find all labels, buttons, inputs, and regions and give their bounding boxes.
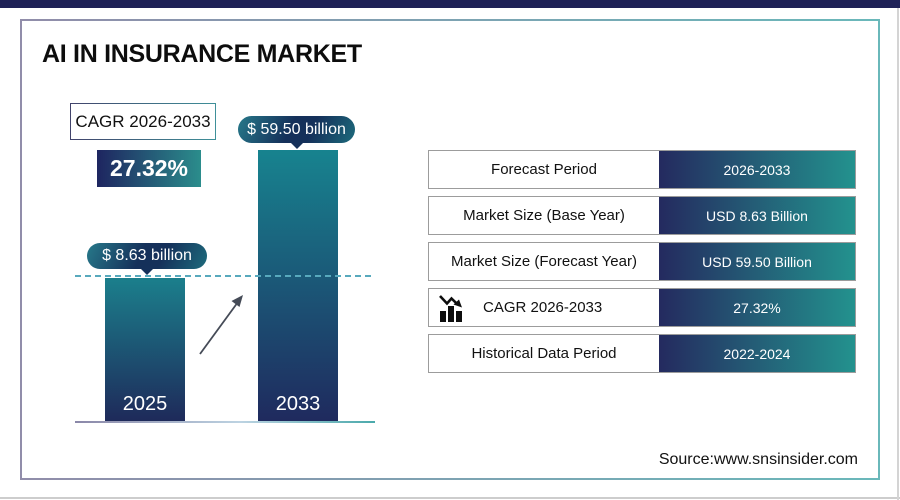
row-value: USD 59.50 Billion [659,243,855,280]
page-title: AI IN INSURANCE MARKET [42,40,362,68]
bar-2025: 2025 [105,278,185,421]
bar-2033-year-label: 2033 [275,393,321,415]
source-text: Source:www.snsinsider.com [658,451,858,468]
value-callout-2025: $ 8.63 billion [87,243,207,269]
bottom-edge-line [0,497,900,499]
row-label: Market Size (Base Year) [463,207,625,224]
row-label: Forecast Period [491,161,597,178]
top-accent-bar [0,0,900,8]
table-row: Market Size (Base Year) USD 8.63 Billion [428,196,856,235]
row-value: 27.32% [659,289,855,326]
bar-chart-arrow-icon [439,295,462,322]
cagr-value-badge: 27.32% [97,150,201,187]
row-value: 2022-2024 [659,335,855,372]
cagr-period-box: CAGR 2026-2033 [70,103,216,140]
value-callout-2033: $ 59.50 billion [238,116,355,143]
row-value: USD 8.63 Billion [659,197,855,234]
row-label: Market Size (Forecast Year) [451,253,637,270]
chart-baseline [75,421,375,423]
row-label-text: CAGR 2026-2033 [483,299,603,316]
bar-2025-year-label: 2025 [122,393,168,415]
row-value: 2026-2033 [659,151,855,188]
reference-dashed-line [75,275,375,277]
facts-table: Forecast Period 2026-2033 Market Size (B… [428,150,856,380]
growth-arrow-icon [199,295,243,355]
table-row: Historical Data Period 2022-2024 [428,334,856,373]
row-label: Historical Data Period [471,345,617,362]
row-label: CAGR 2026-2033 [429,289,659,326]
table-row: Forecast Period 2026-2033 [428,150,856,189]
right-edge-line [897,8,899,500]
bar-2033: 2033 [258,150,338,421]
table-row: CAGR 2026-2033 27.32% [428,288,856,327]
table-row: Market Size (Forecast Year) USD 59.50 Bi… [428,242,856,281]
